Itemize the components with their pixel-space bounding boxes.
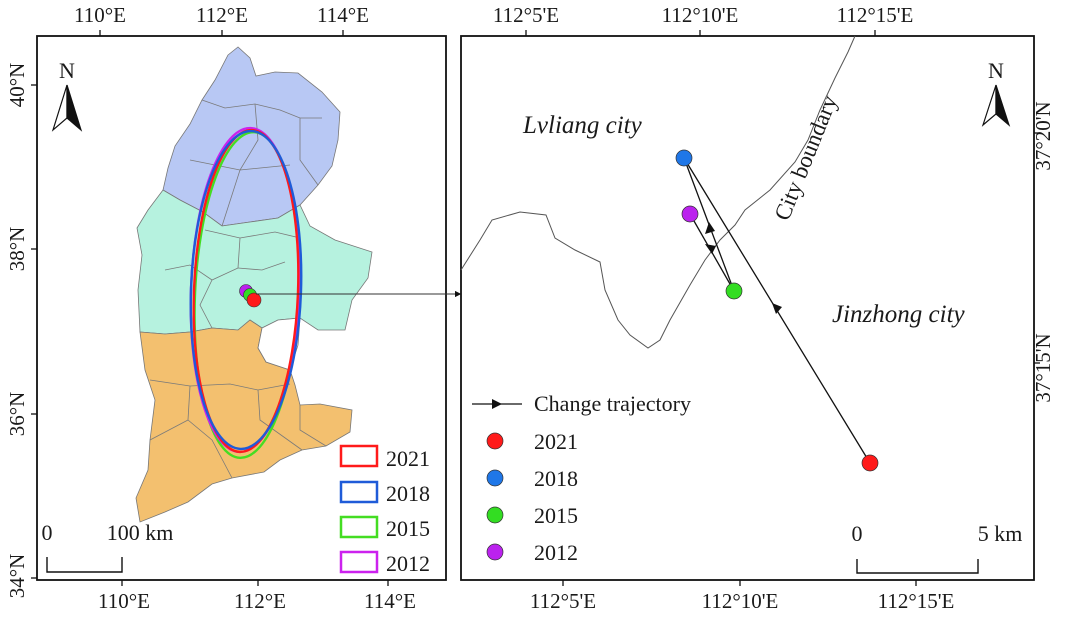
right-legend: Change trajectory 2021 2018 2015 2012 bbox=[472, 391, 691, 565]
legend-dot-2021 bbox=[486, 432, 504, 450]
point-2015 bbox=[725, 282, 743, 300]
county-boundaries bbox=[149, 99, 327, 479]
right-bottom-tick-1: 112°5'E bbox=[530, 589, 596, 613]
trajectory-arrowheads bbox=[705, 222, 782, 314]
legend-label-2015: 2015 bbox=[386, 516, 430, 541]
legend-point-2015: 2015 bbox=[534, 503, 578, 528]
city-label-lvliang: Lvliang city bbox=[522, 112, 643, 139]
point-2018 bbox=[675, 149, 693, 167]
left-scale-bar bbox=[46, 557, 123, 573]
point-2012 bbox=[681, 205, 699, 223]
left-lat-tick-4: 34°N bbox=[5, 554, 29, 599]
right-north-arrow-icon bbox=[981, 84, 1011, 127]
legend-point-2012: 2012 bbox=[534, 540, 578, 565]
left-legend: 2021 2018 2015 2012 bbox=[339, 444, 430, 576]
sde-ellipses bbox=[189, 126, 303, 460]
left-top-tick-2: 112°E bbox=[196, 3, 248, 27]
legend-dot-2018 bbox=[486, 469, 504, 487]
right-lat-tick-2: 37°15'N bbox=[1031, 333, 1055, 402]
right-map-ticks bbox=[525, 30, 1040, 586]
right-map-frame bbox=[460, 35, 1035, 581]
left-bottom-tick-1: 110°E bbox=[98, 589, 150, 613]
legend-trajectory-label: Change trajectory bbox=[534, 391, 691, 416]
left-bottom-tick-3: 114°E bbox=[364, 589, 416, 613]
right-scale-label: 5 km bbox=[978, 521, 1023, 546]
right-scale-bar bbox=[856, 559, 979, 574]
legend-dot-2012 bbox=[486, 543, 504, 561]
right-bottom-tick-3: 112°15'E bbox=[878, 589, 955, 613]
left-top-tick-1: 110°E bbox=[74, 3, 126, 27]
left-scale-label: 100 km bbox=[107, 520, 174, 545]
right-north-label: N bbox=[988, 58, 1004, 83]
city-label-jinzhong: Jinzhong city bbox=[832, 301, 966, 328]
legend-dot-2015 bbox=[486, 506, 504, 524]
right-top-tick-2: 112°10'E bbox=[662, 3, 739, 27]
left-north-label: N bbox=[59, 58, 75, 83]
left-lat-tick-3: 36°N bbox=[5, 392, 29, 437]
legend-label-2021: 2021 bbox=[386, 446, 430, 471]
point-2021 bbox=[861, 454, 879, 472]
left-map: 110°E 112°E 114°E 110°E 112°E 114°E 40°N… bbox=[5, 3, 447, 613]
city-boundary-line bbox=[460, 35, 856, 349]
right-bottom-tick-2: 112°10'E bbox=[702, 589, 779, 613]
legend-point-2018: 2018 bbox=[534, 466, 578, 491]
left-bottom-tick-2: 112°E bbox=[234, 589, 286, 613]
right-scale-zero: 0 bbox=[852, 521, 863, 546]
left-map-ticks bbox=[31, 30, 389, 586]
left-scale-zero: 0 bbox=[42, 520, 53, 545]
legend-label-2012: 2012 bbox=[386, 551, 430, 576]
legend-point-2021: 2021 bbox=[534, 429, 578, 454]
left-north-arrow-icon bbox=[51, 84, 83, 132]
left-lat-tick-1: 40°N bbox=[5, 63, 29, 108]
right-map: 112°5'E 112°10'E 112°15'E 112°5'E 112°10… bbox=[460, 3, 1055, 613]
legend-label-2018: 2018 bbox=[386, 481, 430, 506]
ellipse-2018 bbox=[189, 129, 303, 451]
right-top-tick-1: 112°5'E bbox=[493, 3, 559, 27]
left-lat-tick-2: 38°N bbox=[5, 227, 29, 272]
right-lat-tick-1: 37°20'N bbox=[1031, 101, 1055, 170]
region-south bbox=[135, 319, 353, 523]
left-top-tick-3: 114°E bbox=[317, 3, 369, 27]
right-top-tick-3: 112°15'E bbox=[837, 3, 914, 27]
left-centroid-2021 bbox=[246, 292, 262, 308]
